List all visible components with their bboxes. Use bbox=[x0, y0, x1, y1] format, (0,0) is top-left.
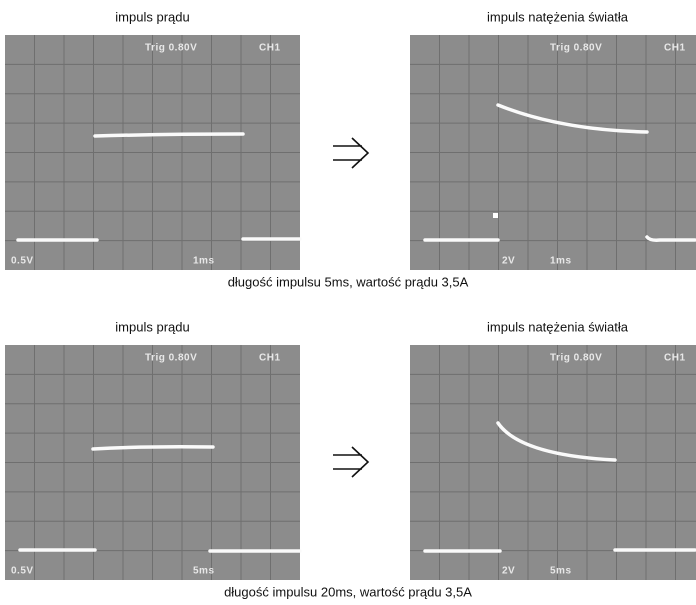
channel-label: CH1 bbox=[259, 43, 281, 54]
trigger-label: Trig 0.80V bbox=[145, 43, 197, 54]
panel-title: impuls prądu bbox=[115, 9, 189, 24]
trace bbox=[93, 132, 245, 138]
time-label: 1ms bbox=[193, 256, 215, 267]
channel-label: CH1 bbox=[259, 353, 281, 364]
time-label: 1ms bbox=[550, 256, 572, 267]
trace bbox=[91, 445, 215, 451]
volts-label: 0.5V bbox=[11, 566, 34, 577]
volts-label: 0.5V bbox=[11, 256, 34, 267]
caption: długość impulsu 5ms, wartość prądu 3,5A bbox=[228, 274, 469, 289]
time-label: 5ms bbox=[193, 566, 215, 577]
oscilloscope-screen: Trig 0.80V CH1 2V 1ms bbox=[410, 35, 696, 270]
trace-dot bbox=[493, 213, 498, 218]
caption: długość impulsu 20ms, wartość prądu 3,5A bbox=[224, 584, 472, 599]
channel-label: CH1 bbox=[664, 353, 686, 364]
channel-label: CH1 bbox=[664, 43, 686, 54]
panel-title: impuls natężenia światła bbox=[487, 9, 629, 24]
oscilloscope-screen: Trig 0.80V CH1 2V 5ms bbox=[410, 345, 696, 580]
volts-label: 2V bbox=[502, 256, 515, 267]
trace bbox=[496, 421, 617, 462]
trigger-label: Trig 0.80V bbox=[550, 353, 602, 364]
oscilloscope-screen: Trig 0.80V CH1 0.5V 5ms bbox=[5, 345, 302, 580]
panel-title: impuls prądu bbox=[115, 319, 189, 334]
trigger-label: Trig 0.80V bbox=[145, 353, 197, 364]
time-label: 5ms bbox=[550, 566, 572, 577]
trace bbox=[645, 235, 696, 242]
arrow bbox=[333, 137, 370, 478]
trigger-label: Trig 0.80V bbox=[550, 43, 602, 54]
panel-title: impuls natężenia światła bbox=[487, 319, 629, 334]
trace bbox=[496, 103, 649, 134]
oscilloscope-screen: Trig 0.80V CH1 0.5V 1ms bbox=[5, 35, 302, 270]
volts-label: 2V bbox=[502, 566, 515, 577]
